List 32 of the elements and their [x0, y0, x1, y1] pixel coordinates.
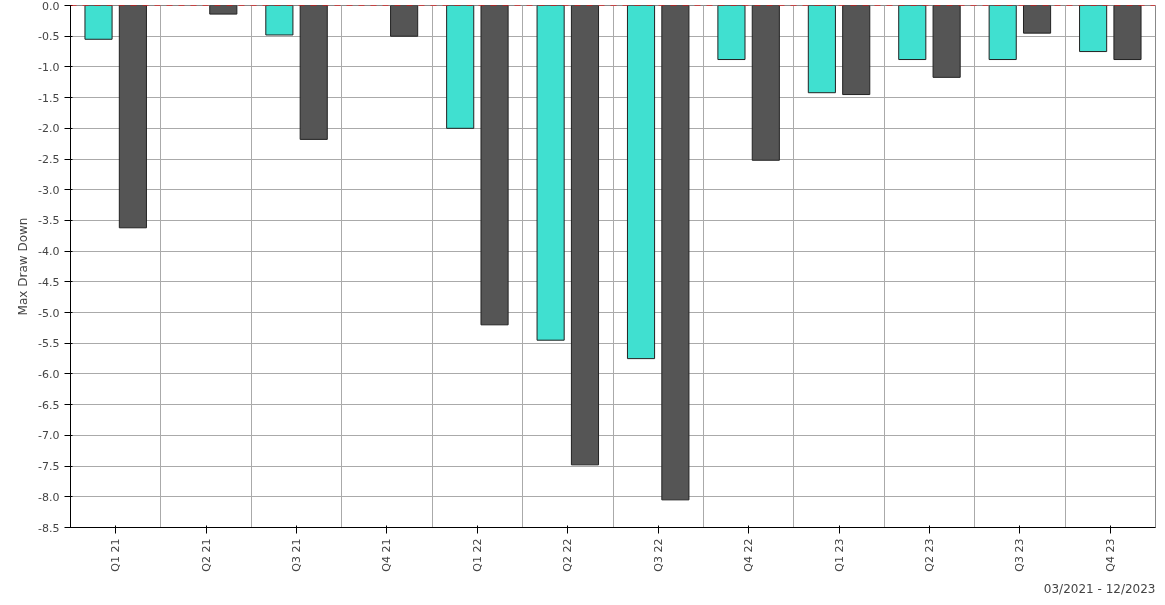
y-tick-label: -1.0	[38, 60, 60, 74]
text: 03/2021 - 12/2023	[1043, 581, 1156, 596]
y-tick-label: -6.0	[38, 367, 60, 381]
y-tick-label: -2.0	[38, 122, 60, 136]
y-tick-label: -3.5	[38, 214, 60, 228]
x-tick-label: Q3 23	[1013, 538, 1027, 572]
x-tick-label: Q1 21	[109, 538, 123, 572]
x-tick-label: Q2 22	[561, 538, 575, 572]
y-tick-label: -0.5	[38, 30, 60, 44]
x-tick-label: Q2 23	[922, 538, 936, 572]
y-tick-label: -4.5	[38, 275, 60, 289]
x-tick-label: Q2 21	[199, 538, 213, 572]
x-tick-label: Q3 21	[290, 538, 304, 572]
y-axis-title: Max Draw Down	[16, 217, 31, 316]
y-tick-label: 0.0	[42, 0, 60, 13]
y-tick-label: -4.0	[38, 245, 60, 259]
y-tick-label: -8.5	[38, 521, 60, 535]
y-tick-label: -5.0	[38, 306, 60, 320]
y-tick-label: -6.5	[38, 398, 60, 412]
x-tick-label: Q4 22	[742, 538, 756, 572]
x-tick-label: Q1 22	[470, 538, 484, 572]
x-tick-label: Q3 22	[651, 538, 665, 572]
y-tick-label: -7.5	[38, 460, 60, 474]
y-tick-label: -1.5	[38, 91, 60, 105]
y-tick-label: -2.5	[38, 153, 60, 167]
x-tick-label: Q4 23	[1103, 538, 1117, 572]
y-tick-label: -8.0	[38, 490, 60, 504]
x-tick-label: Q1 23	[832, 538, 846, 572]
x-tick-label: Q4 21	[380, 538, 394, 572]
y-tick-label: -7.0	[38, 429, 60, 443]
y-tick-label: -5.5	[38, 337, 60, 351]
y-tick-label: -3.0	[38, 183, 60, 197]
